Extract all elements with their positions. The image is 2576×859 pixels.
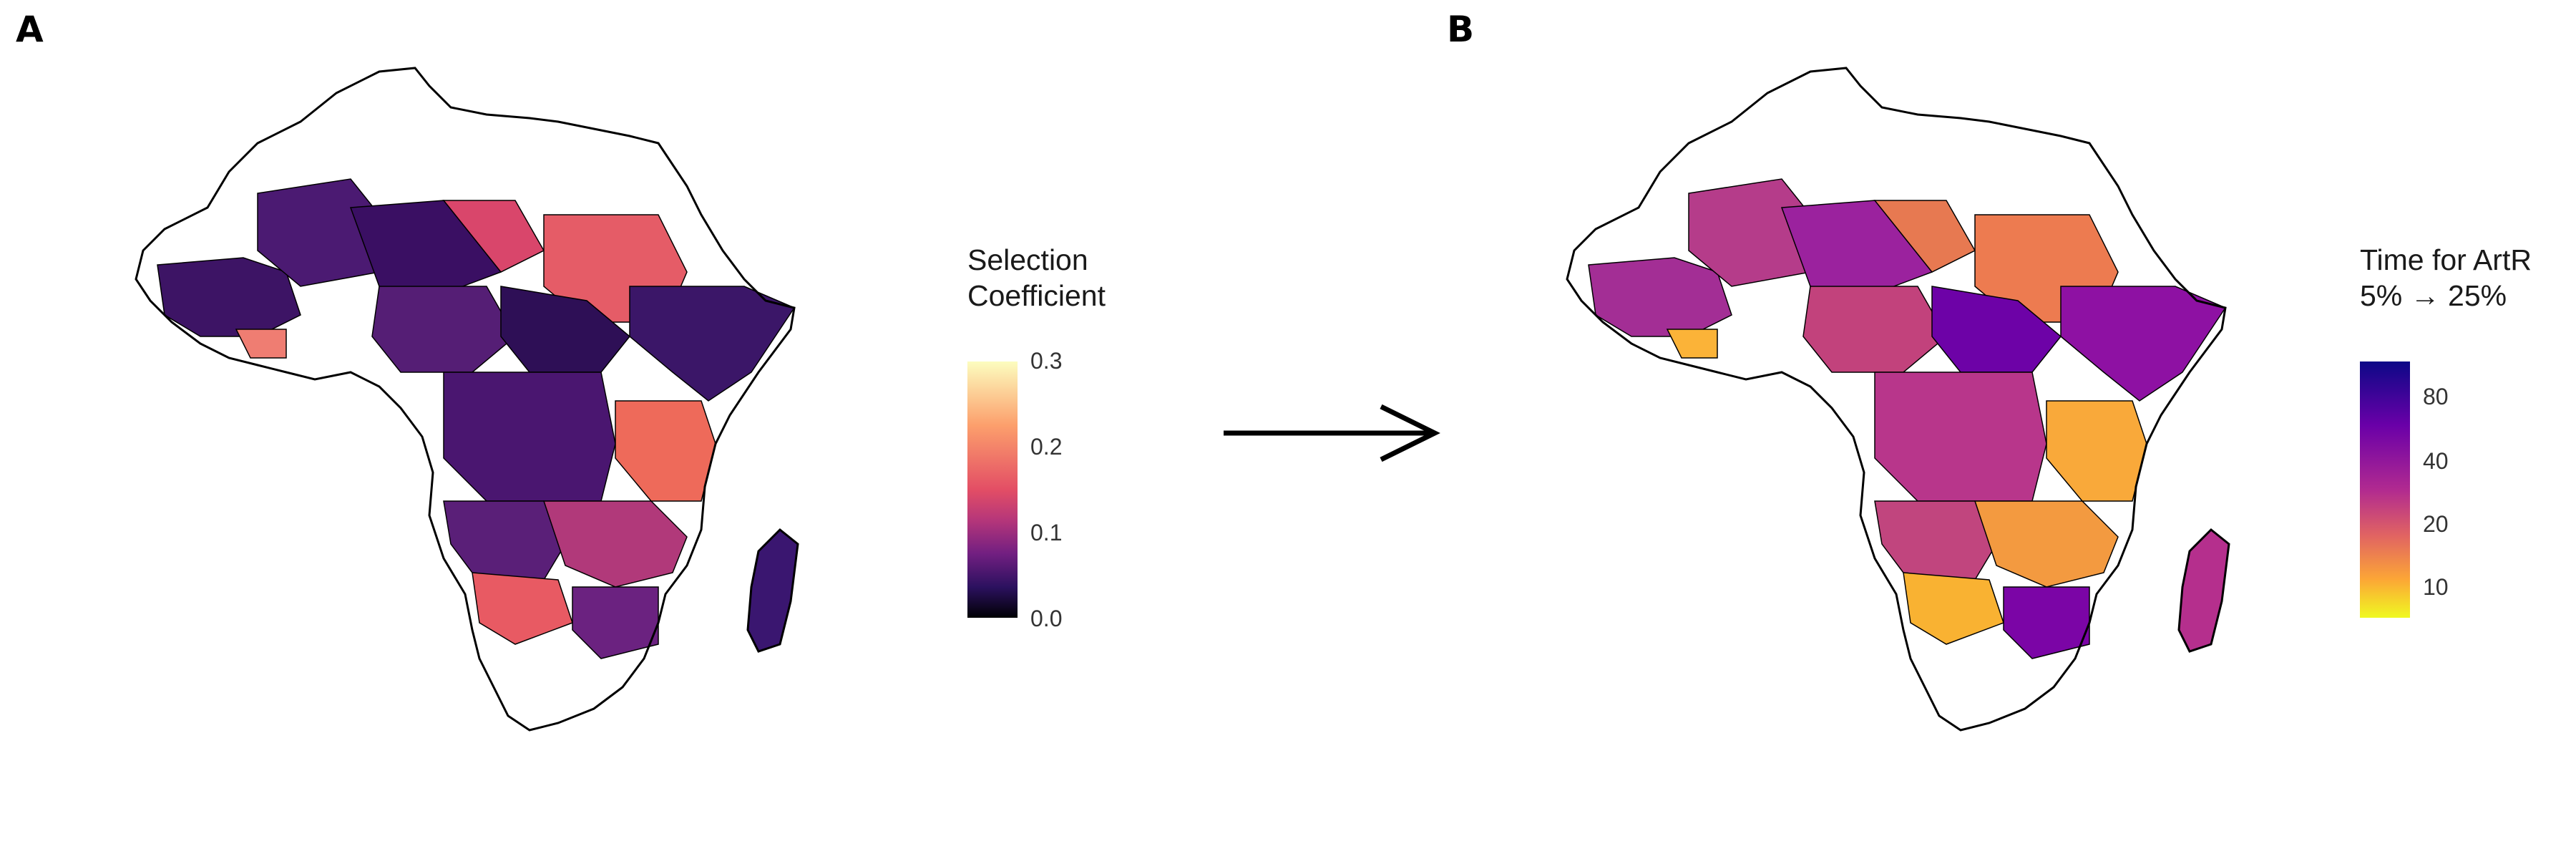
map-region	[443, 500, 566, 581]
right-arrow-icon	[1224, 404, 1440, 462]
legend-tick: 10	[2423, 574, 2449, 600]
africa-map-time-for-artr	[1566, 67, 2230, 732]
panel-label-b: B	[1447, 9, 1475, 50]
legend-colorbar-magma	[967, 361, 1018, 618]
legend-title-time-for-artr: Time for ArtR 5% → 25%	[2360, 243, 2532, 312]
map-region	[747, 528, 799, 652]
legend-tick: 0.2	[1030, 434, 1063, 460]
map-regions	[1588, 178, 2230, 659]
legend-tick: 80	[2423, 384, 2449, 409]
legend-title-selection-coefficient: Selection Coefficient	[967, 243, 1106, 312]
legend-colorbar-plasma	[2360, 361, 2410, 618]
map-region	[2003, 586, 2090, 659]
africa-map-selection-coefficient	[135, 67, 799, 732]
map-region	[572, 586, 659, 659]
legend-tick: 0.1	[1030, 520, 1063, 545]
map-region	[1666, 329, 1718, 359]
map-region	[615, 400, 716, 502]
map-region	[443, 372, 616, 502]
map-region	[157, 257, 301, 337]
map-region	[2046, 400, 2147, 502]
map-region	[1874, 500, 1997, 581]
map-region	[2178, 528, 2230, 652]
map-region	[1903, 572, 2004, 645]
map-region	[542, 500, 688, 588]
legend-tick: 40	[2423, 448, 2449, 474]
panel-label-a: A	[16, 9, 44, 50]
map-region	[1874, 372, 2047, 502]
map-region	[1802, 286, 1947, 373]
legend-tick: 0.3	[1030, 348, 1063, 374]
legend-tick: 0.0	[1030, 606, 1063, 631]
map-region	[1974, 500, 2119, 588]
map-region	[472, 572, 573, 645]
continent-outline	[135, 67, 799, 732]
map-region	[1588, 257, 1732, 337]
map-regions	[157, 178, 799, 659]
map-region	[629, 286, 796, 402]
map-region	[371, 286, 516, 373]
continent-outline	[1566, 67, 2230, 732]
map-region	[2060, 286, 2227, 402]
legend-tick: 20	[2423, 511, 2449, 537]
map-region	[235, 329, 287, 359]
